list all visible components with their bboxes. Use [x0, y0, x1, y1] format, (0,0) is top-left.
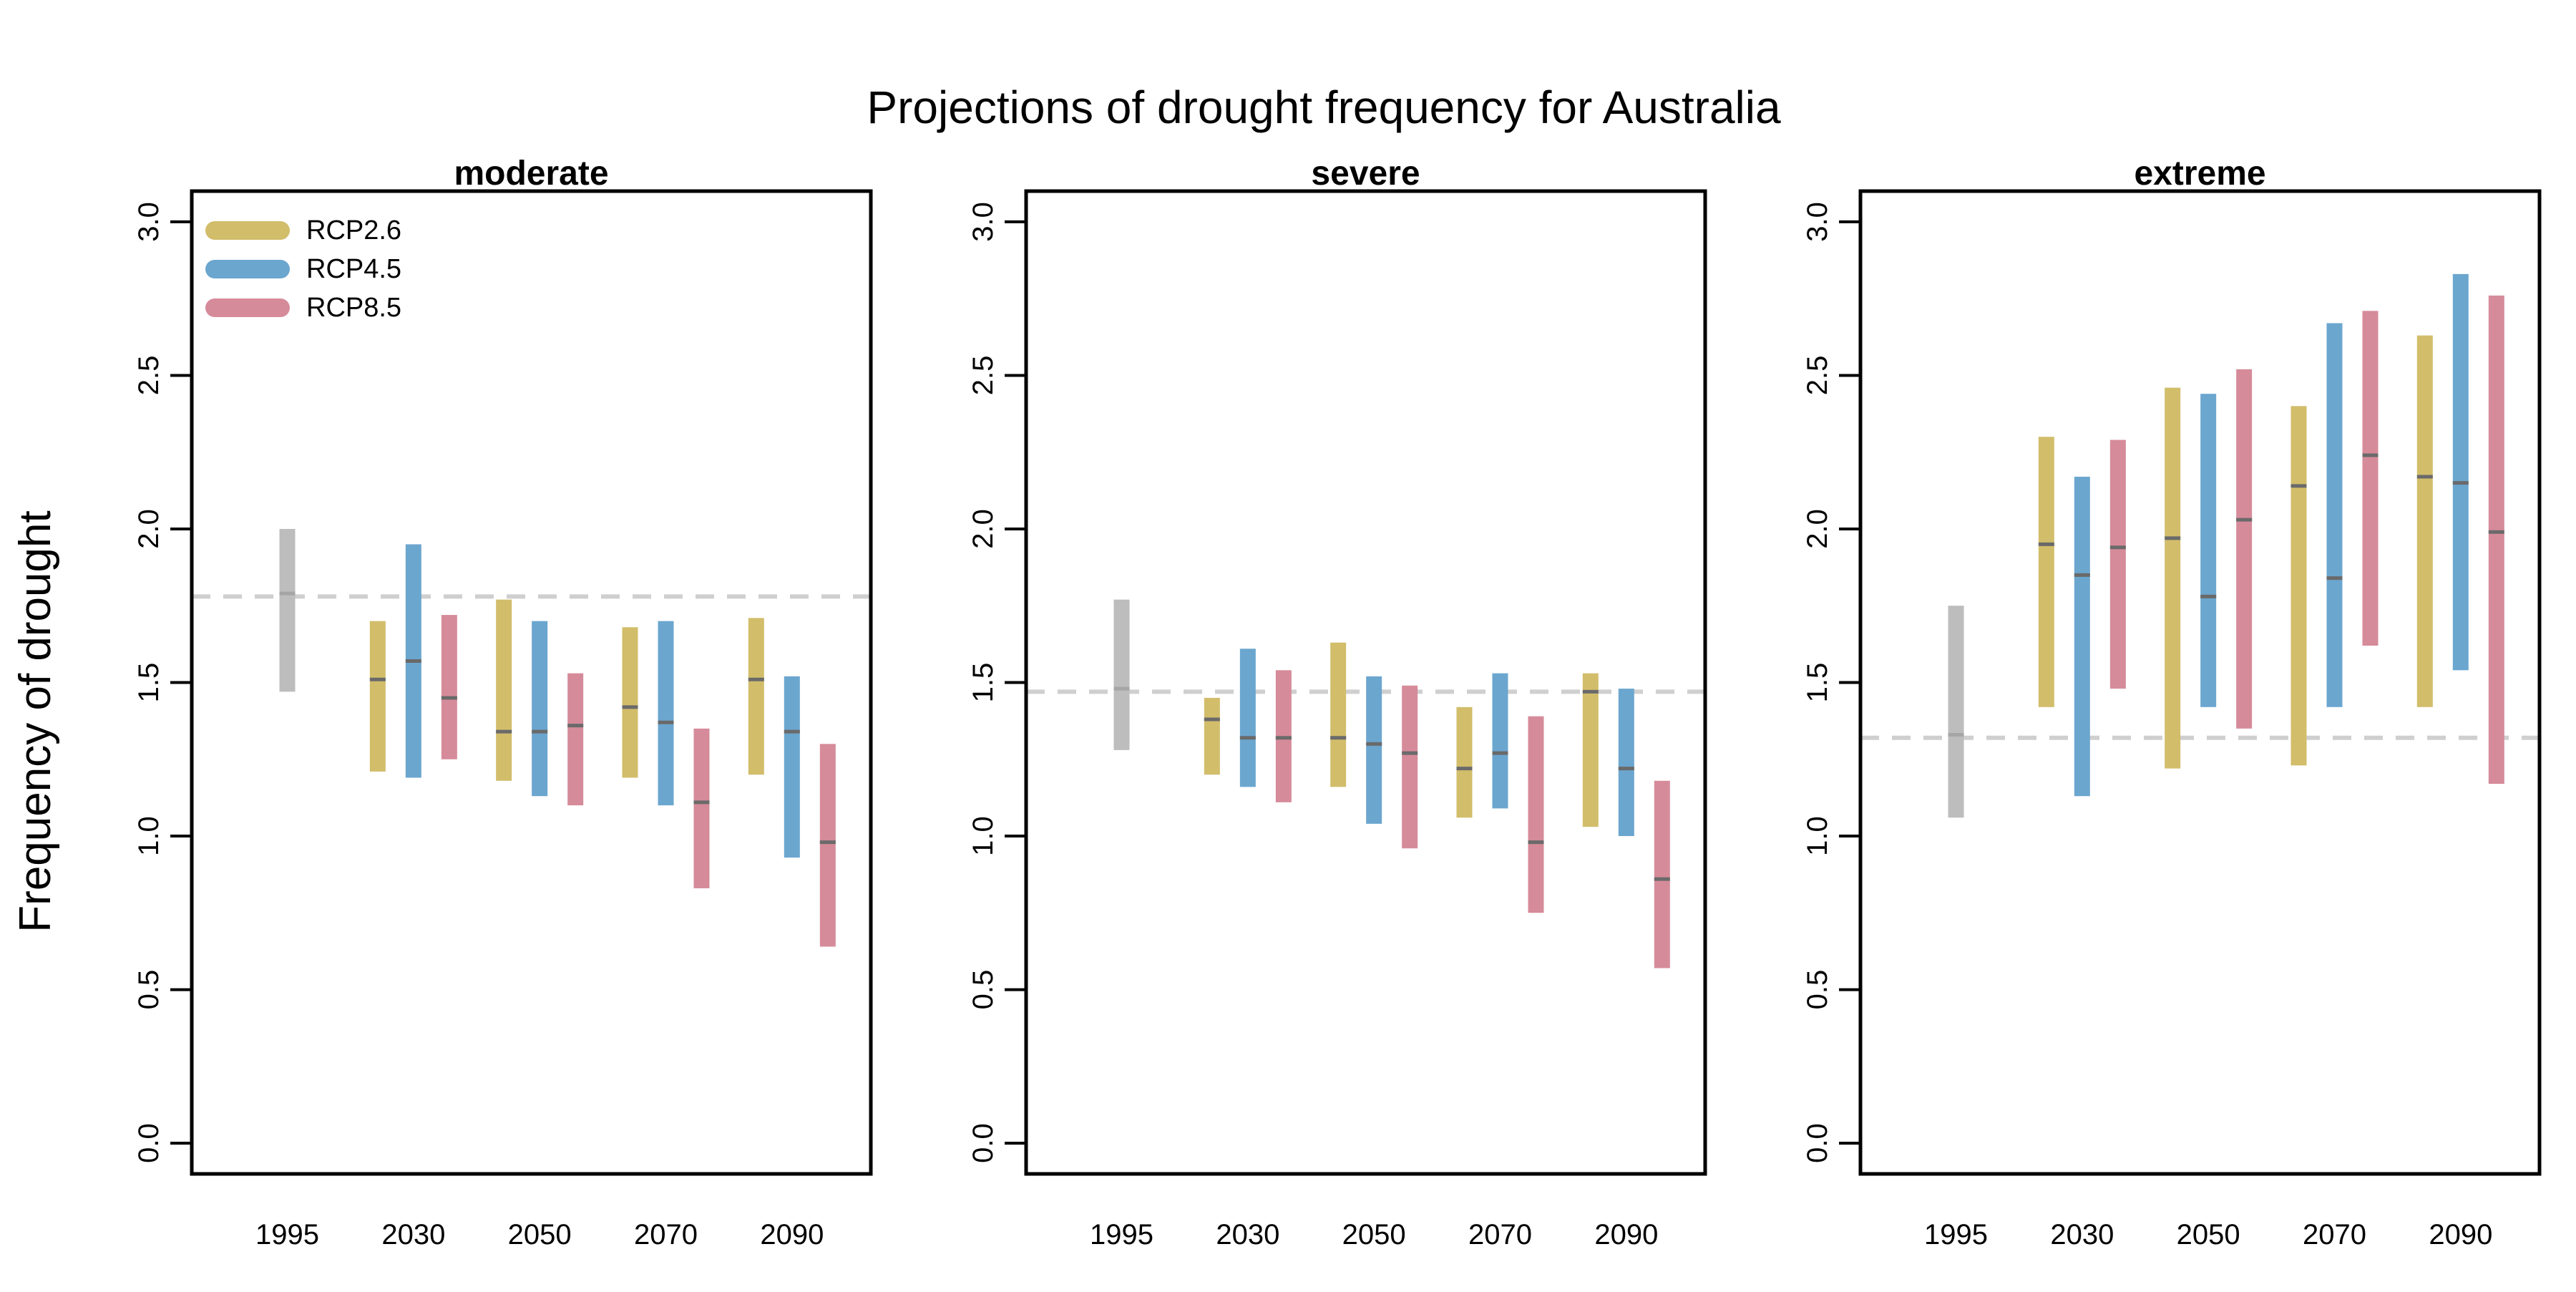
legend-label-RCP4.5: RCP4.5 [306, 254, 401, 284]
y-tick-label: 3.0 [133, 202, 165, 242]
x-tick-label: 1995 [1090, 1219, 1153, 1250]
bar-RCP4.5-2030 [2074, 477, 2090, 797]
bar-RCP8.5-2050 [2236, 369, 2253, 729]
x-tick-label: 2090 [760, 1219, 824, 1250]
bar-RCP8.5-2030 [2109, 439, 2126, 689]
legend-label-RCP2.6: RCP2.6 [306, 215, 401, 246]
bar-baseline-1995 [279, 528, 296, 692]
bar-RCP4.5-2070 [2326, 323, 2343, 707]
y-tick-label: 2.0 [133, 509, 165, 549]
x-tick-label: 1995 [1924, 1219, 1988, 1250]
bar-baseline-1995 [1948, 606, 1964, 818]
bar-RCP8.5-2070 [693, 728, 710, 888]
bar-baseline-1995 [1113, 599, 1130, 750]
bar-RCP2.6-2030 [2038, 437, 2054, 707]
y-axis-label: Frequency of drought [11, 510, 60, 932]
y-tick-label: 2.5 [1802, 356, 1833, 396]
y-tick-label: 2.5 [133, 356, 165, 396]
y-tick-label: 1.5 [133, 663, 165, 703]
y-tick-label: 3.0 [967, 202, 999, 242]
y-tick-label: 0.5 [967, 970, 999, 1010]
bar-RCP4.5-2090 [2452, 273, 2469, 671]
y-tick-label: 2.0 [967, 509, 999, 549]
panel-title: moderate [454, 155, 608, 193]
bar-RCP2.6-2090 [1582, 673, 1599, 827]
bar-RCP4.5-2070 [1492, 673, 1508, 809]
x-tick-label: 2030 [2050, 1219, 2114, 1250]
panel-extreme: extreme 0.0 0.5 1.0 1.5 2.0 2.5 3.0 1995 2030 2050… [1802, 155, 2542, 1250]
bar-RCP2.6-2070 [1456, 706, 1473, 818]
legend: RCP2.6 RCP4.5 RCP8.5 [205, 215, 401, 323]
chart-title: Projections of drought frequency for Aus… [867, 82, 1781, 133]
x-tick-label: 2090 [1594, 1219, 1658, 1250]
legend-label-RCP8.5: RCP8.5 [306, 293, 401, 323]
x-tick-label: 2050 [2177, 1219, 2240, 1250]
bar-RCP2.6-2050 [2165, 387, 2181, 769]
bar-RCP8.5-2070 [2362, 311, 2379, 646]
bar-RCP8.5-2090 [2488, 295, 2504, 785]
y-tick-label: 1.5 [1802, 663, 1833, 703]
y-tick-label: 2.5 [967, 356, 999, 396]
y-tick-label: 3.0 [1802, 202, 1833, 242]
x-tick-label: 2050 [1342, 1219, 1406, 1250]
bar-RCP4.5-2070 [658, 621, 674, 806]
y-tick-label: 0.0 [133, 1123, 165, 1163]
y-tick-label: 1.0 [133, 816, 165, 856]
bar-RCP2.6-2090 [2416, 335, 2433, 707]
panel-title: extreme [2134, 155, 2265, 193]
bar-RCP8.5-2090 [819, 744, 836, 947]
y-tick-label: 2.0 [1802, 509, 1833, 549]
y-tick-label: 1.0 [967, 816, 999, 856]
y-tick-label: 1.5 [967, 663, 999, 703]
y-tick-label: 1.0 [1802, 816, 1833, 856]
x-tick-label: 2090 [2429, 1219, 2492, 1250]
bar-RCP4.5-2030 [1239, 649, 1256, 787]
bar-RCP8.5-2070 [1528, 716, 1544, 913]
bar-RCP8.5-2030 [441, 615, 457, 759]
bar-RCP8.5-2050 [1402, 685, 1418, 849]
x-tick-label: 2030 [1216, 1219, 1279, 1250]
panel-severe: severe 0.0 0.5 1.0 1.5 2.0 2.5 3.0 1995 2030 2050 2… [967, 155, 1707, 1250]
y-tick-label: 0.5 [133, 970, 165, 1010]
bar-RCP4.5-2050 [2200, 394, 2217, 707]
bar-RCP2.6-2070 [2290, 406, 2307, 766]
panel-title: severe [1311, 155, 1420, 193]
bar-RCP8.5-2050 [567, 673, 584, 806]
x-tick-label: 2030 [381, 1219, 445, 1250]
chart-panels: moderate 0.0 0.5 1.0 1.5 2.0 2.5 3.0 1995 2030 205… [133, 155, 2542, 1250]
x-tick-label: 2070 [1468, 1219, 1532, 1250]
y-tick-label: 0.0 [967, 1123, 999, 1163]
y-tick-label: 0.5 [1802, 970, 1833, 1010]
x-tick-label: 1995 [255, 1219, 319, 1250]
x-tick-label: 2050 [508, 1219, 572, 1250]
bar-RCP2.6-2090 [748, 618, 764, 775]
bar-RCP4.5-2050 [532, 621, 548, 797]
bar-RCP4.5-2090 [1618, 689, 1634, 837]
x-tick-label: 2070 [2303, 1219, 2366, 1250]
y-tick-label: 0.0 [1802, 1123, 1833, 1163]
bar-RCP4.5-2090 [784, 676, 800, 858]
bar-RCP2.6-2030 [369, 621, 386, 772]
bar-RCP2.6-2070 [622, 627, 638, 778]
bar-RCP2.6-2050 [1330, 642, 1347, 787]
bar-RCP8.5-2090 [1654, 780, 1670, 968]
x-tick-label: 2070 [634, 1219, 698, 1250]
bar-RCP4.5-2050 [1366, 676, 1382, 824]
bar-RCP2.6-2030 [1204, 697, 1220, 775]
panel-moderate: moderate 0.0 0.5 1.0 1.5 2.0 2.5 3.0 1995 2030 205… [133, 155, 873, 1250]
bar-RCP2.6-2050 [496, 599, 512, 781]
